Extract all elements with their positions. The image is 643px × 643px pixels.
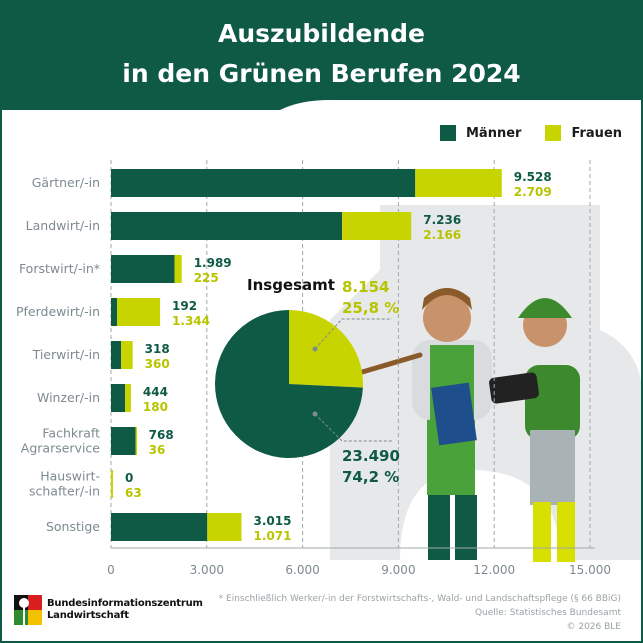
bar-maenner	[111, 212, 343, 240]
header-background	[0, 0, 643, 110]
ble-logo: Bundesinformationszentrum Landwirtschaft	[14, 595, 203, 625]
pie-slice-maenner	[214, 310, 363, 458]
legend-label-frauen: Frauen	[571, 125, 623, 141]
category-label: Fachkraft	[42, 426, 100, 441]
pie-label-maenner-percent: 74,2 %	[342, 468, 399, 486]
illustration	[330, 205, 643, 562]
pie-label-frauen-percent: 25,8 %	[342, 299, 399, 317]
value-label-maenner: 444	[143, 385, 168, 399]
bar-frauen	[125, 384, 131, 412]
x-tick-label: 9.000	[381, 563, 415, 577]
category-label: Gärtner/-in	[32, 175, 100, 190]
bar-frauen	[415, 169, 502, 197]
category-label: Pferdewirt/-in	[16, 304, 100, 319]
category-label: schafter/-in	[29, 484, 100, 499]
value-label-maenner: 768	[149, 428, 174, 442]
x-tick-label: 3.000	[190, 563, 224, 577]
copyright: © 2026 BLE	[566, 622, 621, 632]
value-label-maenner: 318	[145, 342, 170, 356]
legend: Männer Frauen	[440, 125, 643, 141]
pie-slice-frauen	[289, 310, 363, 388]
bar-maenner	[111, 427, 136, 455]
footer-notes: * Einschließlich Werker/-in der Forstwir…	[219, 592, 621, 634]
bar-frauen	[117, 298, 161, 326]
bar-frauen	[207, 513, 242, 541]
bar-maenner	[111, 384, 126, 412]
bar-maenner	[111, 513, 208, 541]
legend-item-maenner: Männer	[440, 125, 521, 141]
footnote: * Einschließlich Werker/-in der Forstwir…	[218, 594, 621, 604]
bar-frauen	[121, 341, 133, 369]
category-label: Landwirt/-in	[26, 218, 100, 233]
bar-maenner	[111, 341, 122, 369]
leader-line	[314, 413, 392, 442]
value-label-frauen: 1.071	[253, 529, 291, 543]
value-label-frauen: 36	[149, 443, 166, 457]
source-note: Quelle: Statistisches Bundesamt	[474, 608, 621, 618]
pie-label-maenner-value: 23.490	[342, 447, 400, 465]
legend-item-frauen: Frauen	[545, 125, 622, 141]
category-label: Sonstige	[46, 519, 100, 534]
value-label-maenner: 7.236	[423, 213, 461, 227]
category-label: Winzer/-in	[37, 390, 100, 405]
logo-text-line-1: Bundesinformationszentrum	[47, 598, 203, 609]
x-tick-label: 12.000	[473, 563, 515, 577]
bar-frauen	[111, 470, 114, 498]
value-label-frauen: 180	[143, 400, 168, 414]
category-label: Tierwirt/-in	[32, 347, 100, 362]
bar-frauen	[342, 212, 412, 240]
ble-logo-mark	[14, 595, 42, 625]
x-tick-label: 6.000	[285, 563, 319, 577]
bar-frauen	[174, 255, 182, 283]
value-label-maenner: 3.015	[253, 514, 291, 528]
bar-maenner	[111, 298, 118, 326]
value-label-frauen: 2.166	[423, 228, 461, 242]
title-line-2: in den Grünen Berufen 2024	[122, 59, 521, 88]
value-label-frauen: 1.344	[172, 314, 210, 328]
value-label-frauen: 225	[194, 271, 219, 285]
category-label: Forstwirt/-in*	[19, 261, 100, 276]
logo-text-line-2: Landwirtschaft	[47, 610, 129, 621]
bar-frauen	[135, 427, 138, 455]
logo-text: Bundesinformationszentrum Landwirtschaft	[47, 598, 203, 622]
value-label-maenner: 9.528	[514, 170, 552, 184]
category-label: Agrarservice	[21, 441, 101, 456]
title-line-1: Auszubildende	[218, 19, 425, 48]
value-label-maenner: 192	[172, 299, 197, 313]
pie-title: Insgesamt	[247, 276, 335, 294]
value-label-frauen: 63	[125, 486, 142, 500]
bar-maenner	[111, 169, 416, 197]
category-label: Hauswirt-	[40, 469, 100, 484]
value-label-frauen: 2.709	[514, 185, 552, 199]
leader-line	[314, 318, 392, 350]
page-title: Auszubildende in den Grünen Berufen 2024	[0, 14, 643, 94]
pie-chart: Insgesamt 8.154 25,8 % 23.490 74,2 %	[214, 276, 400, 486]
bar-maenner	[111, 255, 175, 283]
legend-swatch-maenner	[440, 125, 456, 141]
value-label-maenner: 1.989	[194, 256, 232, 270]
farmer-man-illustration	[332, 288, 492, 560]
value-label-maenner: 0	[125, 471, 133, 485]
value-label-frauen: 360	[145, 357, 170, 371]
legend-label-maenner: Männer	[466, 125, 522, 141]
x-tick-label: 0	[107, 563, 115, 577]
x-tick-label: 15.000	[569, 563, 611, 577]
legend-swatch-frauen	[545, 125, 562, 141]
pie-label-frauen-value: 8.154	[342, 278, 389, 296]
farmer-woman-illustration	[489, 298, 580, 562]
